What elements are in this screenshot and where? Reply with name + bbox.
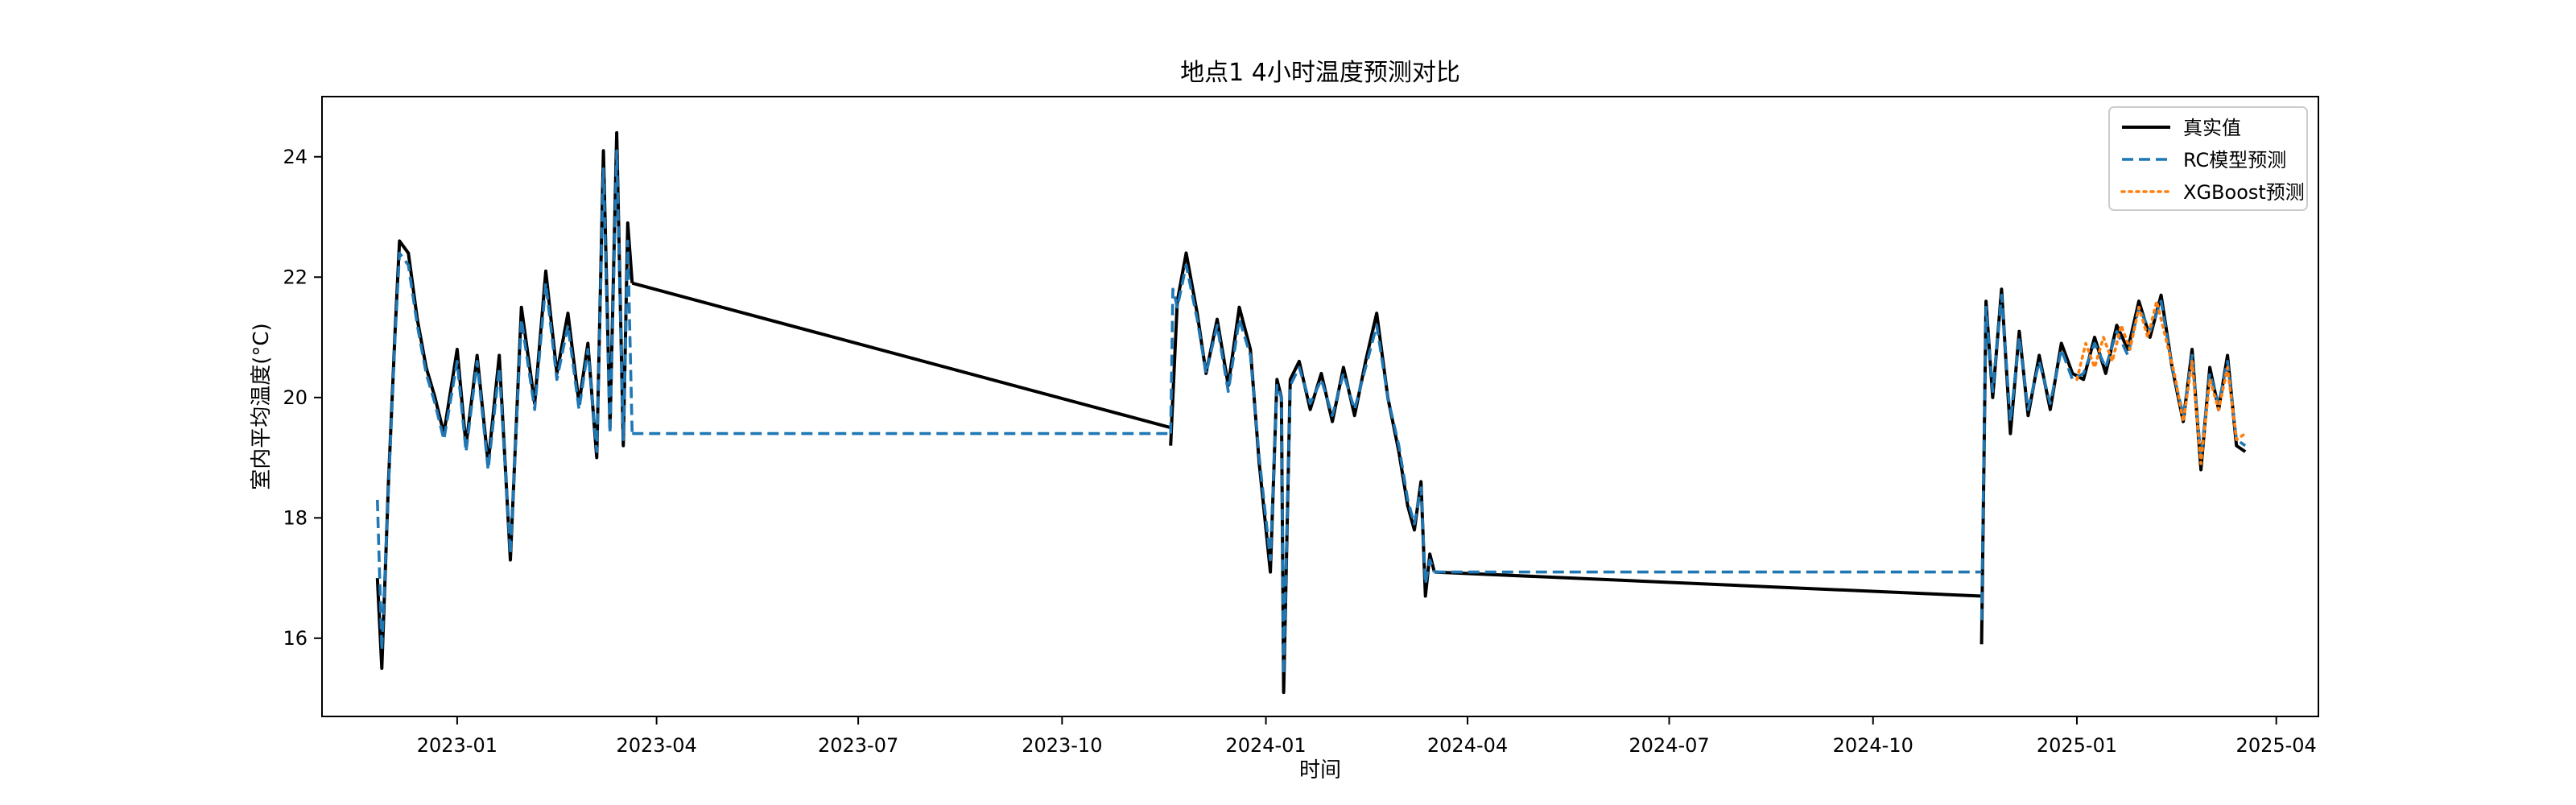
x-tick-label: 2024-07 bbox=[1629, 734, 1709, 757]
legend-label-2: RC模型预测 bbox=[2183, 149, 2286, 171]
legend: 真实值 RC模型预测 XGBoost预测 bbox=[2108, 106, 2308, 211]
x-tick-label: 2025-01 bbox=[2037, 734, 2117, 757]
series-line-1-segment-4 bbox=[1434, 570, 1982, 598]
legend-label-3: XGBoost预测 bbox=[2183, 181, 2305, 204]
series-line-2-segment-1 bbox=[376, 149, 634, 652]
series-line-3-segment-1 bbox=[2075, 299, 2247, 465]
x-tick-label: 2024-01 bbox=[1225, 734, 1306, 757]
x-axis: 2023-01 2023-04 2023-07 2023-10 2024-01 2024-… bbox=[417, 716, 2317, 757]
chart-title: 地点1 4小时温度预测对比 bbox=[1180, 59, 1460, 87]
x-tick-label: 2025-04 bbox=[2236, 734, 2317, 757]
y-tick-label: 18 bbox=[283, 506, 308, 529]
x-tick-label: 2023-10 bbox=[1022, 734, 1102, 757]
x-axis-label: 时间 bbox=[1299, 758, 1341, 782]
x-tick-label: 2023-01 bbox=[417, 734, 497, 757]
y-tick-label: 20 bbox=[283, 386, 308, 409]
legend-label-1: 真实值 bbox=[2183, 117, 2241, 139]
y-tick-label: 24 bbox=[283, 146, 308, 168]
x-tick-label: 2024-10 bbox=[1833, 734, 1913, 757]
x-tick-label: 2023-04 bbox=[616, 734, 696, 757]
y-axis: 16 18 20 22 24 bbox=[283, 146, 322, 650]
y-tick-label: 16 bbox=[283, 627, 308, 650]
series-line-1-segment-3 bbox=[1169, 251, 1436, 695]
legend-box bbox=[2108, 106, 2308, 211]
plot-frame bbox=[321, 96, 2319, 717]
series-line-1-segment-2 bbox=[631, 281, 1171, 430]
plot-lines bbox=[375, 130, 2247, 695]
x-tick-label: 2023-07 bbox=[818, 734, 898, 757]
y-tick-label: 22 bbox=[283, 266, 308, 288]
x-tick-label: 2024-04 bbox=[1427, 734, 1508, 757]
y-axis-label: 室内平均温度(°C) bbox=[250, 323, 274, 489]
series-line-2-segment-3 bbox=[1169, 263, 1436, 676]
